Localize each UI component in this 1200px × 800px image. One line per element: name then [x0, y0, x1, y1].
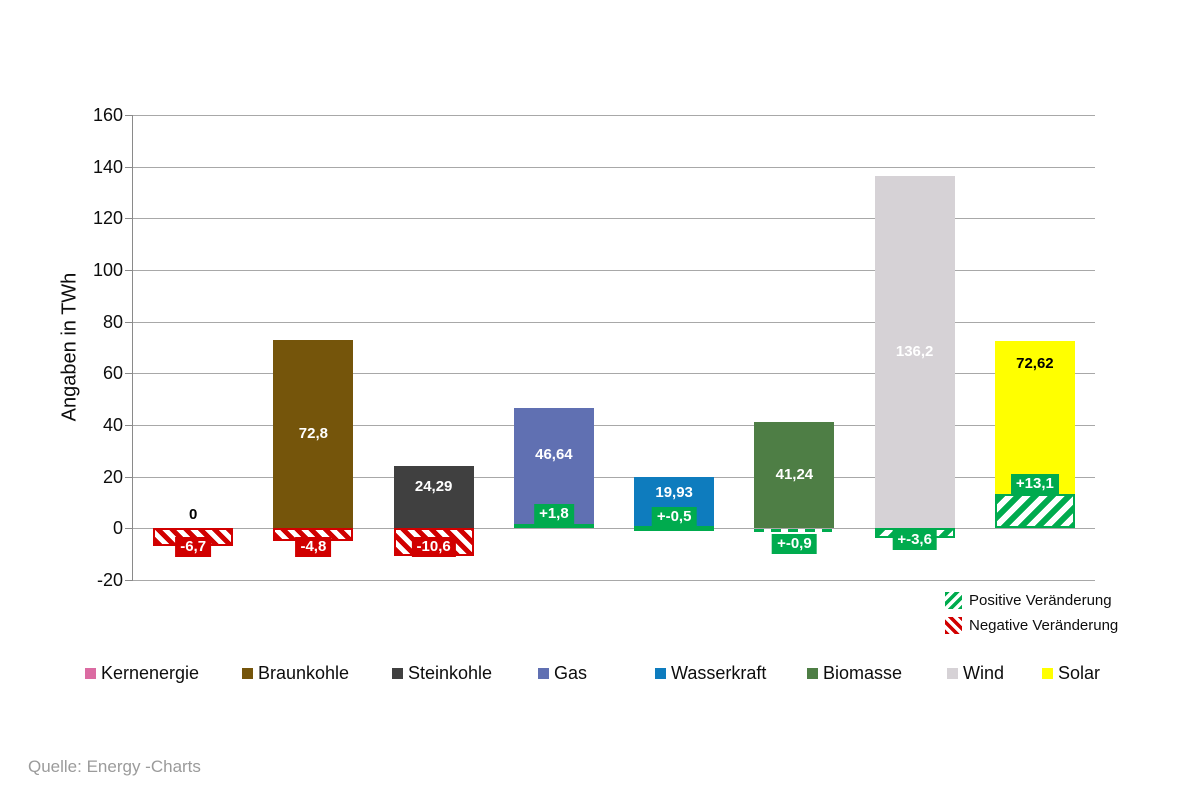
- change-legend: Positive Veränderung Negative Veränderun…: [945, 589, 1118, 639]
- y-tick-label: 80: [102, 311, 123, 332]
- gridline: [133, 166, 1095, 168]
- positive-hatch-icon: [945, 591, 962, 609]
- value-label-wasserkraft: 19,93: [655, 483, 693, 501]
- y-tick-label: 160: [92, 105, 123, 125]
- value-label-solar: 72,62: [1016, 354, 1054, 372]
- y-axis-tickmark: [125, 115, 133, 116]
- value-label-steinkohle: 24,29: [414, 477, 453, 495]
- legend-label-wind: Wind: [963, 662, 1005, 683]
- legend-swatch-wind: [947, 667, 958, 679]
- change-label-wind: +-3,6: [892, 530, 937, 551]
- y-axis-tickmark: [125, 528, 133, 530]
- y-tick-label: 60: [102, 363, 123, 384]
- legend-label-steinkohle: Steinkohle: [408, 662, 493, 683]
- change-bar-biomasse: [754, 529, 835, 533]
- positive-change-legend-item: Positive Veränderung: [945, 589, 1118, 611]
- negative-change-legend-item: Negative Veränderung: [945, 614, 1118, 636]
- bar-wind: [874, 176, 955, 529]
- legend-swatch-gas: [538, 667, 549, 679]
- y-axis-tickmark: [125, 425, 133, 426]
- legend-item-wind: Wind: [947, 661, 1004, 685]
- legend-swatch-wasserkraft: [655, 667, 666, 679]
- change-bar-wasserkraft: [634, 526, 715, 532]
- legend-swatch-kernenergie: [85, 667, 96, 679]
- positive-change-label: Positive Veränderung: [969, 591, 1112, 609]
- y-axis-tickmark: [125, 476, 133, 478]
- legend-item-gas: Gas: [538, 661, 587, 685]
- y-tick-label: -20: [96, 570, 123, 590]
- y-tick-label: 100: [92, 260, 123, 280]
- change-label-gas: +1,8: [534, 503, 574, 524]
- change-label-wasserkraft: +-0,5: [651, 507, 697, 528]
- value-label-gas: 46,64: [535, 446, 573, 464]
- legend-swatch-biomasse: [807, 667, 818, 679]
- bar-steinkohle: [393, 465, 474, 529]
- gridline: [133, 580, 1095, 581]
- gridline: [133, 425, 1095, 426]
- gridline: [133, 476, 1095, 478]
- legend-label-kernenergie: Kernenergie: [101, 662, 200, 683]
- gridline: [133, 528, 1095, 530]
- change-label-braunkohle: -4,8: [295, 537, 332, 558]
- value-label-wind: 136,2: [895, 343, 934, 361]
- negative-change-label: Negative Veränderung: [969, 616, 1119, 634]
- y-tick-label: 20: [102, 466, 123, 487]
- legend-item-biomasse: Biomasse: [807, 661, 902, 685]
- legend: Kernenergie Braunkohle Steinkohle Gas Wasser…: [0, 661, 1200, 685]
- source-caption: Quelle: Energy -Charts: [28, 757, 201, 776]
- value-label-biomasse: 41,24: [775, 466, 814, 484]
- legend-swatch-braunkohle: [242, 667, 253, 679]
- gridline: [133, 218, 1095, 220]
- y-tick-label: 140: [92, 156, 123, 177]
- change-bar-gas: [513, 523, 594, 529]
- change-bar-solar: [994, 494, 1075, 529]
- value-label-kernenergie: 0: [188, 506, 198, 524]
- change-label-biomasse: +-0,9: [772, 534, 817, 555]
- legend-label-wasserkraft: Wasserkraft: [671, 662, 767, 683]
- legend-item-steinkohle: Steinkohle: [392, 661, 492, 685]
- legend-label-solar: Solar: [1058, 662, 1101, 683]
- plot-area: 160 140 120 100 80 60 40 20 0 -20 0 -6,7 72,8 -4,8 24,…: [93, 105, 1095, 590]
- legend-label-biomasse: Biomasse: [823, 662, 903, 683]
- y-axis-line: [132, 115, 133, 580]
- legend-label-gas: Gas: [554, 662, 588, 683]
- legend-item-kernenergie: Kernenergie: [85, 661, 199, 685]
- change-label-steinkohle: -10,6: [411, 537, 456, 558]
- y-axis-tickmark: [125, 373, 133, 375]
- y-axis-tickmark: [125, 270, 133, 271]
- bar-braunkohle: [273, 340, 354, 529]
- legend-label-braunkohle: Braunkohle: [258, 662, 350, 683]
- legend-item-braunkohle: Braunkohle: [242, 661, 349, 685]
- legend-item-wasserkraft: Wasserkraft: [655, 661, 766, 685]
- change-label-solar: +13,1: [1010, 474, 1059, 495]
- y-axis-title: Angaben in TWh: [58, 272, 81, 422]
- y-tick-label: 120: [92, 208, 123, 229]
- legend-swatch-solar: [1042, 667, 1053, 679]
- change-label-kernenergie: -6,7: [175, 537, 212, 558]
- gridline: [133, 270, 1095, 271]
- y-tick-label: 40: [102, 415, 123, 435]
- y-axis-tickmark: [125, 580, 133, 581]
- y-axis-tickmark: [125, 321, 133, 323]
- gridline: [133, 373, 1095, 375]
- bar-biomasse: [754, 421, 835, 529]
- legend-item-solar: Solar: [1042, 661, 1100, 685]
- negative-hatch-icon: [945, 616, 962, 634]
- y-tick-label: 0: [112, 518, 123, 539]
- gridline: [133, 321, 1095, 323]
- legend-swatch-steinkohle: [392, 667, 403, 679]
- y-axis-tickmark: [125, 218, 133, 220]
- gridline: [133, 115, 1095, 116]
- y-axis-tickmark: [125, 166, 133, 168]
- value-label-braunkohle: 72,8: [298, 425, 328, 443]
